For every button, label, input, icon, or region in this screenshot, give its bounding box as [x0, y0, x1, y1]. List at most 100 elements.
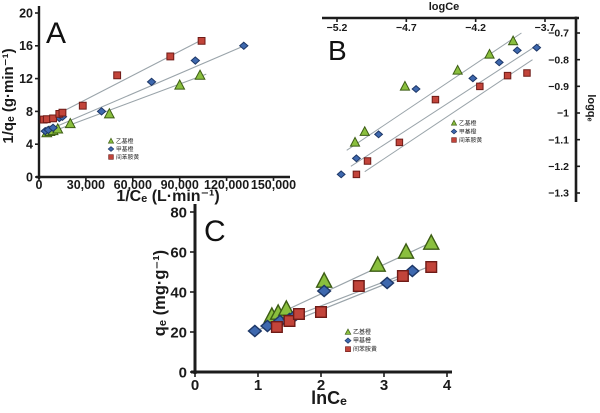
data-point-diamond: [494, 58, 504, 67]
y-tick-label: 4: [26, 138, 33, 152]
y-tick-label: −1.2: [548, 161, 569, 173]
y-tick-label: 0: [26, 170, 33, 184]
x-axis-label: 1/Cₑ (L·min⁻¹): [116, 188, 219, 205]
y-axis-label: qₑ (mg·g⁻¹): [151, 250, 169, 336]
data-point-diamond: [411, 84, 421, 94]
data-point-diamond: [96, 107, 107, 116]
x-tick-label: 1: [254, 377, 262, 394]
y-tick-label: 60: [170, 244, 187, 261]
data-point-square: [78, 101, 87, 110]
x-tick-label: −3.7: [535, 22, 556, 34]
data-point-triangle: [507, 35, 519, 46]
data-point-square: [49, 114, 57, 123]
data-point-diamond: [146, 77, 157, 87]
y-tick-label: −1: [557, 108, 569, 120]
y-tick-label: −0.9: [548, 81, 569, 93]
x-tick-label: 4: [443, 377, 452, 394]
data-point-square: [283, 314, 296, 328]
data-point-square: [352, 279, 365, 293]
data-point-diamond: [336, 170, 346, 179]
x-axis-label: lnCₑ: [311, 388, 347, 408]
y-axis-label: logqₑ: [585, 94, 597, 121]
x-tick-label: 90,000: [161, 178, 199, 192]
legend-entry-label: 间苯胺黄: [459, 136, 482, 144]
legend-diamond-icon: [107, 146, 115, 152]
data-point-square: [395, 138, 404, 147]
y-tick-label: 16: [19, 39, 33, 53]
data-point-triangle: [452, 64, 464, 75]
data-point-triangle: [174, 78, 186, 90]
x-tick-label: 0: [36, 178, 43, 192]
trend-line-diamond: [43, 44, 248, 133]
legend-triangle-icon: [344, 328, 352, 335]
legend-entry-label: 乙基橙: [353, 328, 371, 336]
x-tick-label: −5.2: [327, 22, 348, 34]
data-point-square: [352, 170, 361, 179]
trend-line-square: [44, 37, 205, 122]
legend-square-icon: [108, 154, 114, 160]
x-tick-label: 60,000: [114, 178, 152, 192]
y-tick-label: 8: [26, 105, 33, 119]
data-point-square: [166, 52, 175, 61]
data-point-diamond: [404, 264, 420, 278]
data-point-triangle: [359, 125, 371, 136]
legend-triangle-icon: [450, 119, 458, 126]
x-tick-label: 2: [317, 377, 325, 394]
x-tick-label: 0: [191, 377, 199, 394]
x-tick-label: 120,000: [204, 178, 249, 192]
trend-line-triangle: [346, 32, 522, 151]
legend-triangle-icon: [107, 137, 115, 144]
x-axis-label: logCe: [429, 1, 460, 13]
data-point-square: [197, 36, 206, 45]
data-point-square: [58, 108, 67, 117]
data-point-triangle: [399, 80, 411, 91]
data-point-triangle: [64, 117, 76, 129]
panel-label-C: C: [204, 215, 226, 248]
data-point-diamond: [512, 46, 522, 55]
y-tick-label: 12: [19, 72, 33, 86]
data-point-diamond: [316, 284, 332, 298]
legend-entry-label: 乙基橙: [116, 137, 134, 145]
data-point-diamond: [373, 130, 384, 139]
chart-B: −5.2 −4.7 −4.2 −3.7−0.7 −0.8 −0.9 −1 −1.1 −1.2 −1…: [322, 1, 597, 202]
data-point-square: [363, 157, 372, 165]
data-point-diamond: [468, 74, 478, 83]
data-point-square: [292, 307, 305, 321]
panel-label-B: B: [328, 35, 347, 66]
data-point-diamond: [379, 276, 395, 290]
y-tick-label: 40: [170, 284, 187, 301]
x-tick-label: 150,000: [251, 178, 296, 192]
x-tick-label: −4.2: [465, 22, 486, 34]
legend-entry-label: 甲基橙: [459, 128, 477, 136]
data-point-square: [42, 115, 51, 124]
legend-diamond-icon: [450, 128, 458, 135]
chart-A: 0 30,000 60,000 90,000 120,000 150,000 0 4 8 12 16…: [0, 6, 296, 205]
y-tick-label: 20: [170, 324, 187, 341]
trend-line-diamond: [350, 43, 540, 167]
data-point-square: [523, 69, 531, 77]
data-point-diamond: [238, 41, 249, 51]
legend-entry-label: 乙基橙: [459, 119, 477, 127]
legend-diamond-icon: [344, 337, 352, 344]
data-point-triangle: [349, 136, 361, 147]
y-tick-label: 0: [179, 364, 187, 381]
data-point-diamond: [351, 154, 362, 163]
data-point-triangle: [103, 107, 116, 119]
data-point-diamond: [532, 43, 542, 52]
data-point-triangle: [369, 255, 387, 272]
data-point-triangle: [484, 48, 495, 59]
legend-entry-label: 甲基橙: [116, 145, 134, 153]
data-point-square: [396, 269, 409, 283]
y-tick-label: −0.8: [548, 54, 569, 66]
data-point-square: [476, 82, 484, 91]
legend-entry-label: 间苯胺黄: [116, 153, 139, 161]
data-point-diamond: [190, 56, 201, 65]
data-point-triangle: [397, 242, 415, 259]
x-tick-label: −4.7: [396, 22, 417, 34]
data-point-diamond: [48, 123, 58, 133]
